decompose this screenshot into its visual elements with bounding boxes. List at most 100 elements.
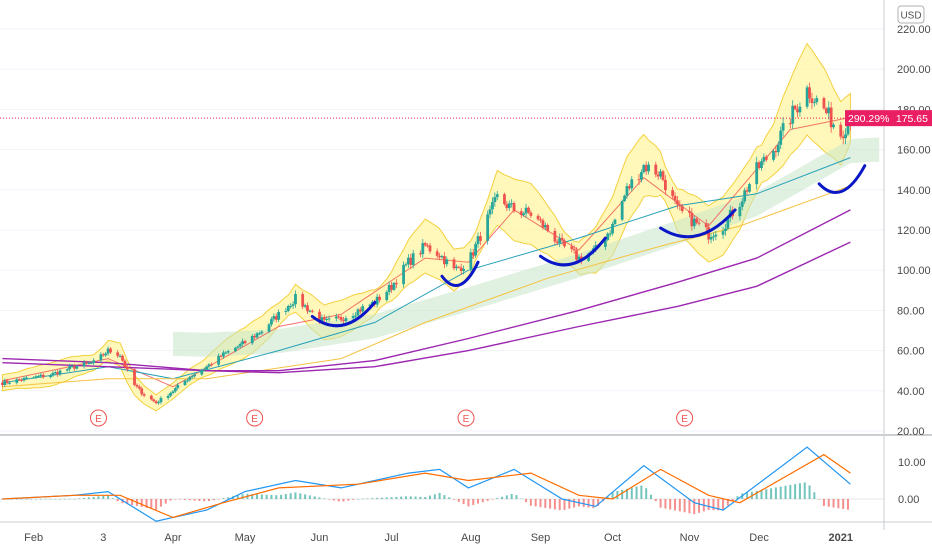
candle[interactable] [438, 252, 441, 261]
candle[interactable] [173, 386, 177, 393]
candle[interactable] [627, 184, 631, 191]
candle[interactable] [272, 313, 276, 322]
candle[interactable] [303, 303, 307, 309]
candle[interactable] [493, 192, 497, 207]
candle[interactable] [390, 281, 393, 293]
candle[interactable] [171, 390, 175, 395]
candle[interactable] [435, 248, 439, 259]
candle[interactable] [440, 254, 444, 259]
candle[interactable] [70, 363, 74, 369]
candle[interactable] [255, 331, 259, 339]
candle[interactable] [664, 175, 667, 195]
candle[interactable] [260, 329, 264, 335]
candle[interactable] [85, 360, 88, 365]
candle[interactable] [339, 314, 343, 323]
candle[interactable] [772, 149, 775, 162]
candle[interactable] [738, 202, 742, 221]
candle[interactable] [560, 233, 564, 245]
candle[interactable] [714, 230, 718, 241]
candle[interactable] [75, 365, 79, 370]
candle[interactable] [774, 145, 778, 158]
candle[interactable] [471, 248, 475, 259]
candle[interactable] [99, 351, 103, 363]
candle[interactable] [654, 161, 658, 178]
candle[interactable] [286, 304, 290, 313]
candle[interactable] [3, 378, 7, 388]
candle[interactable] [392, 281, 396, 291]
candle[interactable] [361, 303, 365, 314]
candle[interactable] [322, 314, 326, 323]
candle[interactable] [428, 242, 432, 254]
candle[interactable] [267, 322, 271, 334]
candle[interactable] [455, 264, 458, 271]
candle[interactable] [243, 339, 247, 345]
candle[interactable] [841, 130, 845, 145]
candle[interactable] [25, 375, 28, 380]
candle[interactable] [270, 316, 273, 327]
candle[interactable] [125, 364, 129, 372]
candle[interactable] [539, 216, 542, 223]
candle[interactable] [394, 279, 398, 289]
candle[interactable] [781, 117, 785, 137]
candle[interactable] [188, 375, 192, 382]
candle[interactable] [426, 243, 429, 248]
candle[interactable] [673, 192, 677, 205]
candle[interactable] [109, 346, 112, 355]
time-axis[interactable]: Feb 3 Apr May Jun Jul Aug Sep Oct Nov Dec 2021 [24, 532, 853, 544]
candle[interactable] [209, 362, 213, 367]
candle[interactable] [253, 333, 257, 340]
candle[interactable] [342, 316, 345, 325]
candle[interactable] [656, 171, 660, 180]
candle[interactable] [193, 373, 196, 378]
candle[interactable] [543, 222, 547, 231]
candle[interactable] [712, 232, 715, 242]
candle[interactable] [625, 183, 629, 199]
candle[interactable] [169, 391, 172, 398]
candle[interactable] [356, 307, 360, 318]
candle[interactable] [387, 281, 391, 296]
candle[interactable] [740, 197, 744, 211]
candle[interactable] [558, 233, 562, 248]
currency-button[interactable]: USD [897, 5, 925, 24]
candle[interactable] [58, 369, 62, 377]
candle[interactable] [308, 309, 312, 313]
earnings-marker[interactable]: E [89, 409, 107, 427]
candle[interactable] [671, 186, 675, 200]
candle[interactable] [630, 176, 634, 192]
candle[interactable] [745, 187, 749, 195]
candle[interactable] [344, 315, 348, 324]
candle[interactable] [776, 141, 780, 156]
candle[interactable] [226, 349, 230, 354]
candle[interactable] [222, 350, 225, 359]
candle[interactable] [301, 291, 305, 310]
candle[interactable] [183, 379, 187, 387]
candle[interactable] [37, 374, 40, 378]
candle[interactable] [709, 233, 713, 244]
candle[interactable] [661, 169, 665, 182]
candle[interactable] [522, 211, 526, 217]
candle[interactable] [637, 174, 641, 185]
candle[interactable] [378, 294, 381, 303]
candle[interactable] [53, 370, 57, 375]
price-axis[interactable]: 220.00200.00180.00160.00140.00120.00100.… [897, 24, 931, 438]
candle[interactable] [337, 314, 341, 320]
candle[interactable] [20, 378, 24, 382]
candle[interactable] [56, 369, 60, 377]
candle[interactable] [563, 238, 566, 249]
candle[interactable] [462, 265, 466, 275]
candle[interactable] [546, 223, 550, 233]
candle[interactable] [409, 253, 413, 269]
candle[interactable] [832, 122, 835, 130]
candle[interactable] [154, 400, 158, 405]
candle[interactable] [87, 361, 91, 365]
candle[interactable] [423, 241, 427, 247]
candle[interactable] [15, 377, 19, 385]
candle[interactable] [404, 262, 408, 267]
candle[interactable] [623, 194, 626, 203]
candle[interactable] [224, 351, 228, 354]
candle[interactable] [190, 374, 194, 379]
candle[interactable] [519, 208, 523, 219]
candle[interactable] [445, 256, 449, 267]
currency-button-label[interactable]: USD [900, 11, 921, 22]
